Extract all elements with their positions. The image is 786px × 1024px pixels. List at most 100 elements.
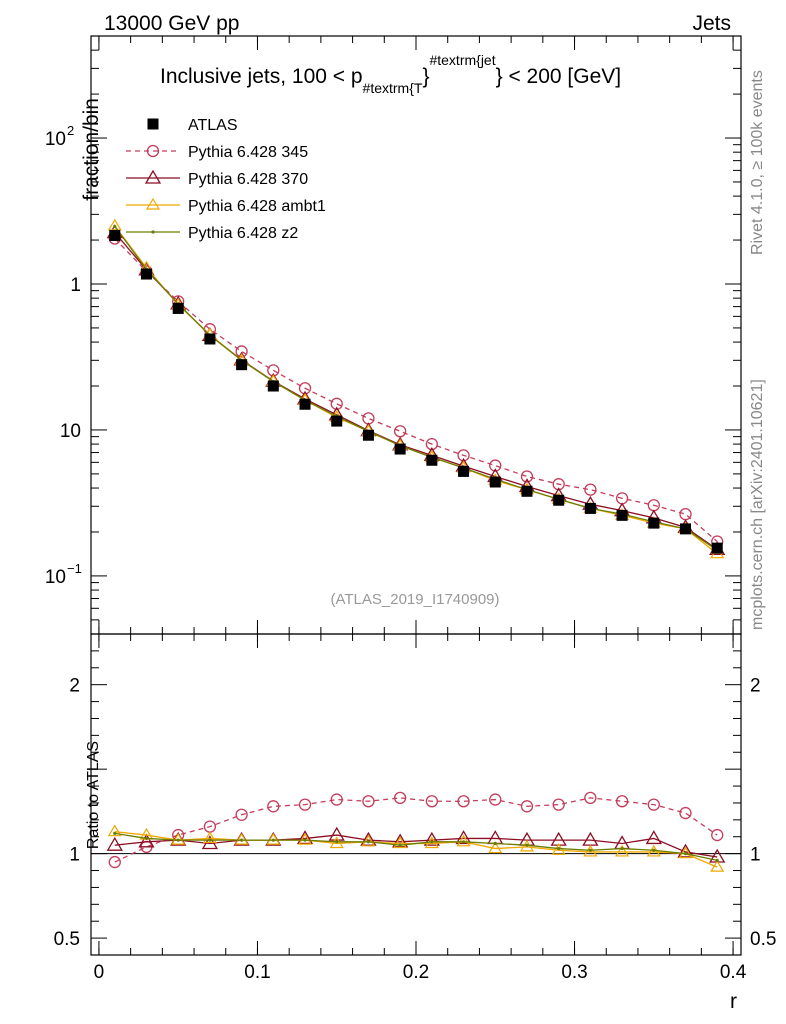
series-line-pythia-345: [114, 238, 718, 543]
legend-label-pythia-z2: Pythia 6.428 z2: [188, 225, 298, 242]
point-pythia-345: [489, 459, 502, 472]
ratio-point-pythia-370: [328, 826, 345, 841]
point-pythia-345: [679, 507, 692, 521]
point-atlas: [489, 476, 501, 488]
point-atlas: [362, 429, 374, 441]
ratio-point-pythia-345: [679, 806, 692, 820]
legend-label-pythia-345: Pythia 6.428 345: [188, 144, 308, 161]
ratio-point-pythia-z2: [715, 858, 719, 862]
x-tick-label: 0.1: [244, 962, 270, 983]
ratio-point-pythia-z2: [683, 852, 688, 856]
ratio-series-pythia-345: [108, 791, 724, 869]
ratio-point-pythia-z2: [240, 838, 244, 842]
legend-marker-pythia-345: [146, 144, 160, 158]
ratio-point-pythia-ambt1: [234, 832, 249, 845]
ratio-series-pythia-370: [106, 826, 726, 863]
ratio-y-tick-label: 2: [69, 676, 80, 697]
ratio-series-pythia-z2: [113, 831, 719, 862]
header-left: 13000 GeV pp: [104, 12, 239, 35]
ratio-point-pythia-ambt1: [202, 831, 217, 844]
point-pythia-345: [393, 425, 407, 438]
ratio-point-pythia-z2: [113, 831, 117, 835]
ratio-point-pythia-370: [138, 833, 155, 848]
point-pythia-345: [520, 470, 534, 483]
point-atlas: [458, 465, 470, 477]
ratio-point-pythia-345: [457, 795, 470, 808]
point-atlas: [267, 380, 279, 392]
ratio-point-pythia-ambt1: [107, 824, 122, 837]
point-pythia-z2: [113, 224, 117, 229]
ratio-point-pythia-z2: [557, 846, 561, 851]
legend-marker-pythia-370: [144, 169, 162, 184]
ratio-point-pythia-345: [520, 800, 534, 813]
point-atlas: [394, 443, 406, 455]
series-pythia-ambt1: [107, 218, 725, 559]
ratio-point-pythia-370: [392, 833, 409, 848]
legend-label-pythia-370: Pythia 6.428 370: [188, 171, 308, 188]
ratio-point-pythia-345: [235, 808, 248, 821]
ratio-point-pythia-ambt1: [710, 859, 725, 872]
ratio-point-pythia-370: [677, 843, 694, 858]
ratio-point-pythia-z2: [144, 836, 149, 841]
legend-entry-atlas: ATLAS: [147, 117, 238, 134]
ratio-point-pythia-345: [362, 795, 375, 808]
point-pythia-345: [362, 412, 375, 425]
ratio-y-tick-label: 0.5: [54, 929, 80, 950]
main-y-tick-label: 10: [60, 421, 81, 442]
header-right: Jets: [692, 12, 731, 35]
x-tick-label: 0.4: [720, 962, 747, 983]
series-pythia-z2: [113, 224, 719, 552]
ratio-point-pythia-z2: [398, 843, 402, 847]
ratio-point-pythia-z2: [461, 840, 466, 844]
point-atlas: [236, 359, 248, 371]
legend-entry-pythia-ambt1: Pythia 6.428 ambt1: [126, 197, 326, 215]
point-atlas: [616, 509, 628, 521]
legend-label-pythia-ambt1: Pythia 6.428 ambt1: [188, 198, 326, 215]
ratio-point-pythia-z2: [430, 840, 434, 844]
ratio-point-pythia-345: [330, 793, 343, 806]
main-y-tick-label: 1: [70, 275, 81, 296]
ratio-point-pythia-ambt1: [583, 844, 598, 857]
ratio-point-pythia-345: [647, 798, 660, 811]
ratio-point-pythia-ambt1: [297, 832, 313, 845]
ratio-point-pythia-z2: [588, 848, 592, 852]
ratio-y-tick-label: 1: [69, 845, 80, 866]
point-pythia-345: [330, 397, 343, 410]
title-tail: } < 200 [GeV]: [496, 65, 622, 88]
ratio-point-pythia-z2: [493, 841, 497, 846]
point-atlas: [331, 415, 343, 427]
ratio-point-pythia-370: [360, 831, 377, 846]
ratio-point-pythia-ambt1: [361, 834, 376, 847]
ratio-point-pythia-z2: [335, 840, 339, 844]
ratio-y-axis-label: Ratio to ATLAS: [85, 741, 102, 849]
ratio-point-pythia-370: [296, 830, 314, 845]
title-sub: #textrm{T: [363, 80, 423, 96]
ratio-line-pythia-z2: [114, 832, 718, 862]
side-rivet-label: Rivet 4.1.0, ≥ 100k events: [749, 70, 766, 255]
ratio-point-pythia-370: [645, 830, 662, 845]
ratio-point-pythia-345: [267, 800, 280, 813]
plot-title: Inclusive jets, 100 < p#textrm{T}#textrm…: [160, 52, 621, 96]
title-brace: }: [422, 65, 429, 88]
ratio-point-pythia-ambt1: [171, 832, 186, 845]
ratio-point-pythia-z2: [366, 840, 371, 844]
legend-entry-pythia-370: Pythia 6.428 370: [126, 169, 308, 188]
ratio-point-pythia-z2: [176, 838, 180, 842]
ratio-point-pythia-370: [106, 836, 123, 851]
series-line-pythia-ambt1: [114, 225, 718, 555]
point-atlas: [584, 502, 596, 514]
point-atlas: [521, 485, 533, 497]
point-atlas: [109, 229, 121, 241]
point-atlas: [711, 542, 723, 554]
ratio-point-pythia-345: [584, 791, 597, 805]
main-y-tick-label: 10: [45, 567, 66, 588]
point-atlas: [426, 454, 438, 466]
point-atlas: [204, 333, 216, 345]
ratio-point-pythia-ambt1: [393, 836, 408, 849]
main-y-tick-exponent: 2: [67, 123, 74, 138]
series-pythia-345: [108, 232, 724, 548]
point-pythia-345: [235, 345, 248, 358]
point-atlas: [680, 523, 692, 535]
ratio-point-pythia-370: [582, 831, 599, 846]
point-atlas: [648, 517, 660, 529]
